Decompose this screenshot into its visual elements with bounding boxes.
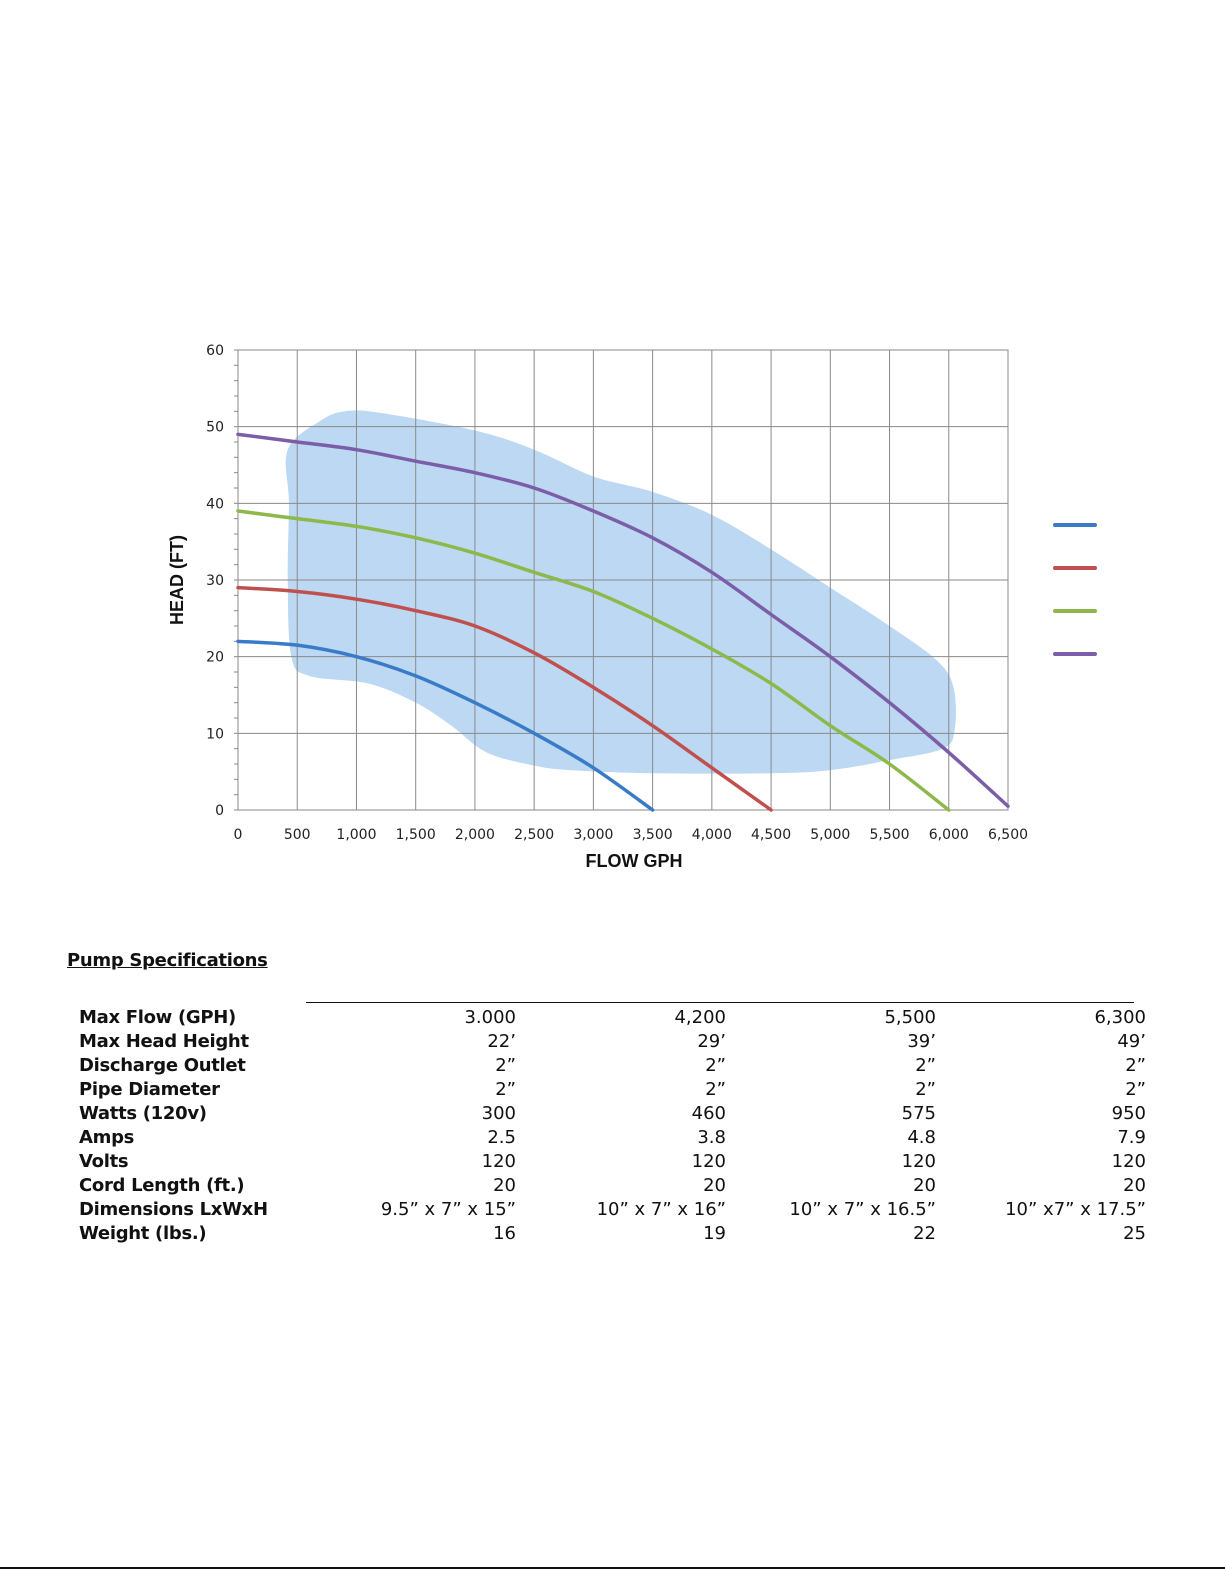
spec-label: Amps [79, 1127, 135, 1148]
x-tick-label: 3,000 [573, 827, 613, 843]
spec-value: 300 [481, 1103, 516, 1124]
spec-value: 25 [1123, 1223, 1146, 1244]
spec-row: Dimensions LxWxH 9.5” x 7” x 15” 10” x 7” … [73, 1198, 1149, 1222]
spec-value: 22 [913, 1223, 936, 1244]
spec-label: Max Flow (GPH) [79, 1007, 236, 1028]
spec-label: Pipe Diameter [79, 1079, 220, 1100]
spec-value: 10” x 7” x 16” [596, 1199, 726, 1220]
spec-value: 575 [901, 1103, 936, 1124]
specs-table-body: Max Flow (GPH) 3.000 4,200 5,500 6,300 Max He… [73, 1006, 1149, 1246]
spec-value: 2” [705, 1055, 726, 1076]
spec-row: Watts (120v) 300 460 575 950 [73, 1102, 1149, 1126]
x-tick-label: 3,500 [633, 827, 673, 843]
spec-value: 20 [913, 1175, 936, 1196]
spec-label: Volts [79, 1151, 129, 1172]
footer-rule [0, 1567, 1225, 1569]
spec-value: 3.000 [464, 1007, 516, 1028]
y-tick-label: 50 [206, 420, 224, 436]
spec-value: 29’ [697, 1031, 726, 1052]
y-tick-label: 60 [206, 343, 224, 359]
x-tick-label: 5,000 [810, 827, 850, 843]
spec-value: 4,200 [674, 1007, 726, 1028]
spec-label: Weight (lbs.) [79, 1223, 207, 1244]
x-tick-label: 1,000 [336, 827, 376, 843]
x-tick-label: 4,500 [751, 827, 791, 843]
spec-value: 20 [1123, 1175, 1146, 1196]
pump-performance-chart: 0 500 1,000 1,500 2,000 2,500 3,000 3,500 4,000 4… [150, 330, 1110, 890]
spec-label: Max Head Height [79, 1031, 249, 1052]
spec-value: 7.9 [1117, 1127, 1146, 1148]
x-tick-label: 2,000 [455, 827, 495, 843]
y-tick-label: 40 [206, 496, 224, 512]
spec-label: Dimensions LxWxH [79, 1199, 268, 1220]
spec-value: 5,500 [884, 1007, 936, 1028]
spec-label: Discharge Outlet [79, 1055, 246, 1076]
spec-value: 22’ [487, 1031, 516, 1052]
spec-value: 460 [691, 1103, 726, 1124]
spec-row: Pipe Diameter 2” 2” 2” 2” [73, 1078, 1149, 1102]
specs-table: Max Flow (GPH) 3.000 4,200 5,500 6,300 Max He… [73, 1006, 1149, 1246]
spec-row: Discharge Outlet 2” 2” 2” 2” [73, 1054, 1149, 1078]
spec-value: 19 [703, 1223, 726, 1244]
x-tick-label: 500 [284, 827, 311, 843]
spec-value: 49’ [1117, 1031, 1146, 1052]
x-tick-label: 6,500 [988, 827, 1028, 843]
spec-value: 950 [1111, 1103, 1146, 1124]
series-line-3 [236, 509, 951, 812]
spec-value: 2” [705, 1079, 726, 1100]
spec-row: Max Head Height 22’ 29’ 39’ 49’ [73, 1030, 1149, 1054]
specs-heading: Pump Specifications [67, 950, 268, 971]
y-tick-label: 30 [206, 573, 224, 589]
spec-row: Weight (lbs.) 16 19 22 25 [73, 1222, 1149, 1246]
spec-row: Max Flow (GPH) 3.000 4,200 5,500 6,300 [73, 1006, 1149, 1030]
spec-row: Cord Length (ft.) 20 20 20 20 [73, 1174, 1149, 1198]
spec-value: 120 [901, 1151, 936, 1172]
spec-value: 2” [1125, 1055, 1146, 1076]
plot-border [237, 349, 1009, 811]
y-axis-title: HEAD (FT) [167, 535, 187, 625]
spec-row: Amps 2.5 3.8 4.8 7.9 [73, 1126, 1149, 1150]
spec-value: 120 [1111, 1151, 1146, 1172]
spec-value: 2” [1125, 1079, 1146, 1100]
y-tick-label: 20 [206, 650, 224, 666]
spec-label: Watts (120v) [79, 1103, 207, 1124]
chart-svg: 0 500 1,000 1,500 2,000 2,500 3,000 3,500 4,000 4… [167, 343, 1097, 871]
x-tick-label: 4,000 [692, 827, 732, 843]
y-tick-label: 10 [206, 726, 224, 742]
specs-rule [306, 1002, 1134, 1003]
series-line-1 [236, 639, 655, 812]
x-tick-label: 0 [234, 827, 243, 843]
series-line-4 [236, 432, 1010, 808]
spec-value: 16 [493, 1223, 516, 1244]
spec-value: 9.5” x 7” x 15” [380, 1199, 516, 1220]
spec-value: 6,300 [1094, 1007, 1146, 1028]
spec-value: 20 [493, 1175, 516, 1196]
spec-value: 2” [915, 1055, 936, 1076]
spec-value: 2.5 [487, 1127, 516, 1148]
spec-value: 10” x 7” x 16.5” [789, 1199, 936, 1220]
x-tick-label: 6,000 [929, 827, 969, 843]
spec-value: 2” [495, 1079, 516, 1100]
spec-value: 10” x7” x 17.5” [1005, 1199, 1146, 1220]
spec-value: 4.8 [907, 1127, 936, 1148]
spec-value: 20 [703, 1175, 726, 1196]
spec-value: 120 [481, 1151, 516, 1172]
x-tick-label: 1,500 [396, 827, 436, 843]
spec-label: Cord Length (ft.) [79, 1175, 245, 1196]
spec-value: 120 [691, 1151, 726, 1172]
spec-value: 2” [915, 1079, 936, 1100]
y-tick-label: 0 [215, 803, 224, 819]
spec-value: 2” [495, 1055, 516, 1076]
spec-value: 39’ [907, 1031, 936, 1052]
x-tick-label: 5,500 [869, 827, 909, 843]
x-tick-label: 2,500 [514, 827, 554, 843]
spec-value: 3.8 [697, 1127, 726, 1148]
series-line-2 [236, 585, 773, 812]
x-axis-title: FLOW GPH [586, 851, 683, 871]
spec-row: Volts 120 120 120 120 [73, 1150, 1149, 1174]
operating-region [285, 410, 956, 774]
